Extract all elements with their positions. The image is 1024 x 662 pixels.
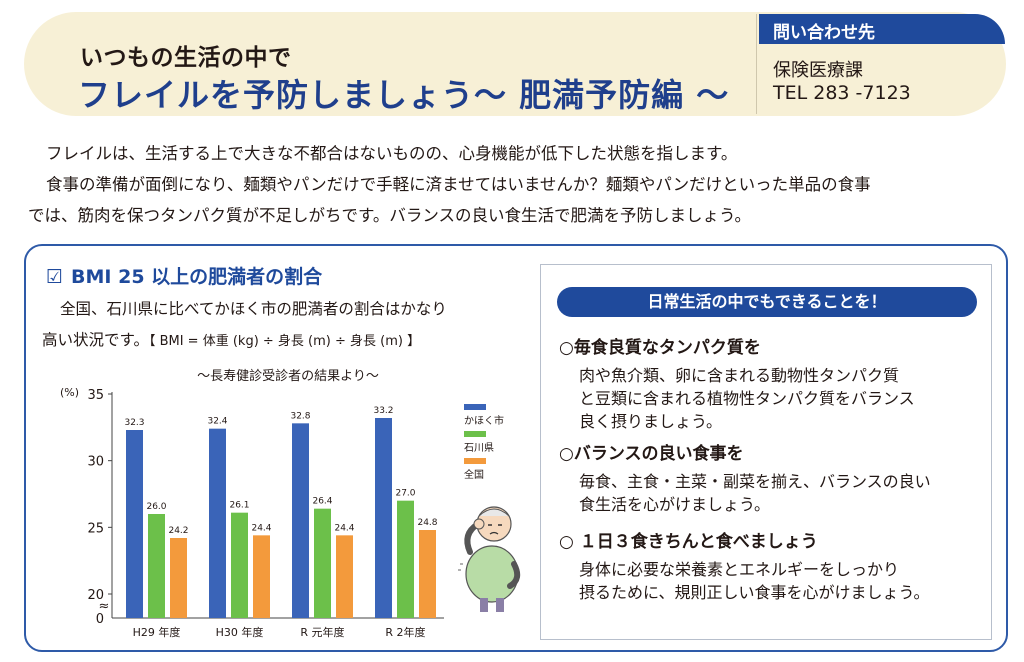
legend-swatch	[464, 458, 486, 464]
tip-item: ○バランスの良い食事を 毎食、主食・主菜・副菜を揃え、バランスの良い 食生活を心…	[559, 439, 979, 516]
bar	[231, 512, 248, 618]
bmi-section-title: ☑ BMI 25 以上の肥満者の割合	[46, 262, 322, 289]
contact-department: 保険医療課	[773, 60, 863, 81]
bar	[292, 423, 309, 618]
tip-title: ○毎食良質なタンパク質を	[559, 338, 761, 358]
content-panel: ☑ BMI 25 以上の肥満者の割合 全国、石川県に比べてかほく市の肥満者の割合は…	[24, 244, 1008, 652]
bar	[170, 538, 187, 618]
tip-body: 肉や魚介類、卵に含まれる動物性タンパク質 と豆類に含まれる植物性タンパク質をバラ…	[559, 364, 979, 433]
page-title: フレイルを予防しましょう～ 肥満予防編 ～	[78, 76, 730, 114]
tips-box: 日常生活の中でもできることを！ ○毎食良質なタンパク質を 肉や魚介類、卵に含まれ…	[540, 264, 992, 640]
data-label: 24.2	[168, 526, 188, 536]
tip-line: 肉や魚介類、卵に含まれる動物性タンパク質	[579, 366, 900, 385]
legend-swatch	[464, 404, 486, 410]
intro-line-2: 食事の準備が面倒になり、麺類やパンだけで手軽に済ませてはいませんか？麺類やパンだ…	[46, 175, 871, 194]
tip-line: と豆類に含まれる植物性タンパク質をバランス	[579, 389, 915, 408]
y-tick-label: 20	[87, 588, 104, 603]
bar	[397, 500, 414, 618]
data-label: 32.8	[290, 411, 310, 421]
tip-item: ○ １日３食きちんと食べましょう 身体に必要な栄養素とエネルギーをしっかり 摂る…	[559, 527, 979, 604]
data-label: 32.4	[207, 417, 227, 427]
tip-body: 毎食、主食・主菜・副菜を揃え、バランスの良い 食生活を心がけましょう。	[559, 470, 979, 516]
legend-label: 石川県	[464, 442, 494, 454]
legend-label: 全国	[464, 468, 484, 481]
contact-label: 問い合わせ先	[759, 14, 1005, 44]
tip-body: 身体に必要な栄養素とエネルギーをしっかり 摂るために、規則正しい食事を心がけまし…	[559, 558, 979, 604]
y-tick-label: 30	[87, 455, 104, 470]
data-label: 32.3	[124, 418, 144, 428]
bar	[209, 428, 226, 618]
tips-heading: 日常生活の中でもできることを！	[557, 287, 977, 317]
data-label: 26.1	[229, 501, 249, 511]
bmi-desc-text: 高い状況です。	[42, 331, 149, 349]
bar	[148, 514, 165, 618]
bmi-desc-line-1: 全国、石川県に比べてかほく市の肥満者の割合はかなり	[60, 300, 447, 318]
intro-line-3: では、筋肉を保つタンパク質が不足しがちです。バランスの良い食生活で肥満を予防しま…	[28, 206, 752, 225]
data-label: 27.0	[395, 489, 415, 499]
bar	[336, 535, 353, 618]
tip-title: ○ １日３食きちんと食べましょう	[559, 532, 818, 552]
tip-line: 摂るために、規則正しい食事を心がけましょう。	[579, 583, 930, 602]
chart-title: ～長寿健診受診者の結果より～	[197, 368, 379, 384]
axis-break: ≈	[99, 599, 110, 614]
legend-swatch	[464, 431, 486, 437]
bmi-formula: 【 BMI = 体重 (kg) ÷ 身長 (m) ÷ 身長 (m) 】	[148, 334, 421, 349]
tip-line: 身体に必要な栄養素とエネルギーをしっかり	[579, 560, 900, 579]
data-label: 24.8	[417, 518, 437, 528]
bmi-bar-chart: ～長寿健診受診者の結果より～ (%) 35 30 25 20 0≈32.3 26.0 24.2 H…	[60, 368, 504, 639]
tip-line: 食生活を心がけましょう。	[579, 495, 771, 514]
y-axis-label: (%)	[60, 386, 79, 399]
worried-person-illustration	[458, 506, 521, 612]
tip-line: 良く摂りましょう。	[579, 412, 723, 431]
intro-text: フレイルは、生活する上で大きな不都合はないものの、心身機能が低下した状態を指しま…	[28, 138, 1008, 231]
bar	[253, 535, 270, 618]
x-tick-label: H29 年度	[133, 625, 181, 639]
bar	[375, 418, 392, 618]
x-tick-label: R 2年度	[385, 625, 425, 639]
bmi-title-text: BMI 25 以上の肥満者の割合	[71, 266, 323, 288]
x-tick-label: H30 年度	[216, 625, 264, 639]
data-label: 26.0	[146, 502, 166, 512]
bar	[419, 530, 436, 618]
tip-title: ○バランスの良い食事を	[559, 444, 744, 464]
bar	[314, 508, 331, 618]
data-label: 33.2	[373, 406, 393, 416]
bmi-desc-line-2: 高い状況です。【 BMI = 体重 (kg) ÷ 身長 (m) ÷ 身長 (m)…	[42, 325, 522, 357]
legend-label: かほく市	[464, 414, 504, 427]
data-label: 26.4	[312, 497, 332, 507]
intro-line-1: フレイルは、生活する上で大きな不都合はないものの、心身機能が低下した状態を指しま…	[46, 144, 738, 163]
data-label: 24.4	[251, 523, 271, 533]
y-tick-label: 35	[87, 388, 104, 403]
x-tick-label: R 元年度	[300, 625, 344, 639]
tip-line: 毎食、主食・主菜・副菜を揃え、バランスの良い	[579, 472, 931, 491]
bmi-description: 全国、石川県に比べてかほく市の肥満者の割合はかなり 高い状況です。【 BMI =…	[42, 294, 522, 357]
tip-item: ○毎食良質なタンパク質を 肉や魚介類、卵に含まれる動物性タンパク質 と豆類に含ま…	[559, 333, 979, 433]
contact-tel: TEL 283 -7123	[773, 82, 911, 104]
checkbox-icon: ☑	[46, 266, 64, 288]
data-label: 24.4	[334, 523, 354, 533]
bar	[126, 430, 143, 618]
contact-box: 問い合わせ先 保険医療課 TEL 283 -7123	[756, 14, 1006, 114]
header-subtitle: いつもの生活の中で	[80, 45, 292, 71]
y-tick-label: 0	[96, 612, 104, 627]
y-tick-label: 25	[87, 521, 104, 536]
